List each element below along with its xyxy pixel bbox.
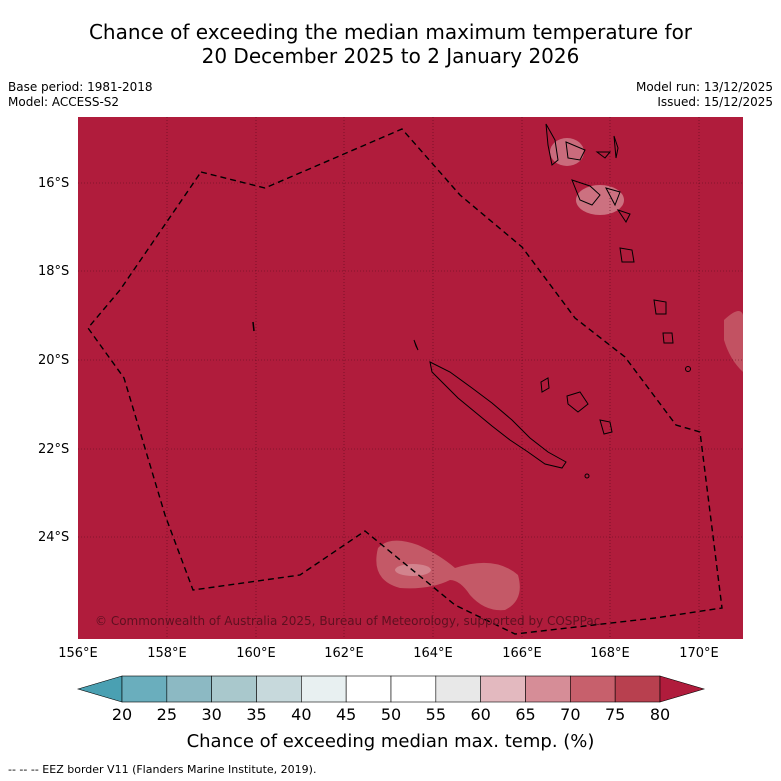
colorbar-cell — [122, 676, 167, 702]
lon-label-162e: 162°E — [324, 646, 364, 661]
colorbar-tick-label: 20 — [112, 705, 132, 724]
colorbar-cell — [346, 676, 391, 702]
colorbar-cell — [212, 676, 257, 702]
colorbar-extend-high — [660, 676, 704, 702]
colorbar-cells — [122, 676, 660, 702]
colorbar-tick-label: 45 — [336, 705, 356, 724]
lat-label-22s: 22°S — [38, 442, 69, 457]
colorbar-title: Chance of exceeding median max. temp. (%… — [0, 731, 781, 752]
colorbar-cell — [257, 676, 302, 702]
colorbar-cell — [570, 676, 615, 702]
colorbar-tick-label: 55 — [426, 705, 446, 724]
copyright-notice: © Commonwealth of Australia 2025, Bureau… — [95, 614, 600, 628]
colorbar-tick-label: 75 — [605, 705, 625, 724]
lat-label-24s: 24°S — [38, 530, 69, 545]
colorbar-tick-label: 25 — [157, 705, 177, 724]
lat-label-18s: 18°S — [38, 264, 69, 279]
lon-label-170e: 170°E — [679, 646, 719, 661]
colorbar-tick-label: 65 — [515, 705, 535, 724]
lon-label-158e: 158°E — [147, 646, 187, 661]
colorbar-cell — [391, 676, 436, 702]
colorbar-tick-label: 30 — [201, 705, 221, 724]
colorbar — [78, 676, 704, 702]
colorbar-extend-low — [78, 676, 122, 702]
colorbar-tick-label: 35 — [246, 705, 266, 724]
lon-label-166e: 166°E — [502, 646, 542, 661]
lon-label-156e: 156°E — [58, 646, 98, 661]
reef-mark — [253, 322, 254, 331]
colorbar-tick-label: 60 — [470, 705, 490, 724]
colorbar-tick-label: 70 — [560, 705, 580, 724]
colorbar-tick-label: 50 — [381, 705, 401, 724]
colorbar-tick-label: 40 — [291, 705, 311, 724]
eez-legend-note: -- -- -- EEZ border V11 (Flanders Marine… — [8, 763, 316, 776]
lon-label-168e: 168°E — [590, 646, 630, 661]
colorbar-cell — [481, 676, 526, 702]
lat-label-16s: 16°S — [38, 176, 69, 191]
colorbar-cell — [301, 676, 346, 702]
colorbar-cell — [615, 676, 660, 702]
map-figure — [0, 0, 781, 781]
colorbar-cell — [167, 676, 212, 702]
colorbar-cell — [436, 676, 481, 702]
lat-label-20s: 20°S — [38, 353, 69, 368]
colorbar-cell — [526, 676, 571, 702]
colorbar-tick-label: 80 — [650, 705, 670, 724]
lon-label-160e: 160°E — [236, 646, 276, 661]
lon-label-164e: 164°E — [413, 646, 453, 661]
